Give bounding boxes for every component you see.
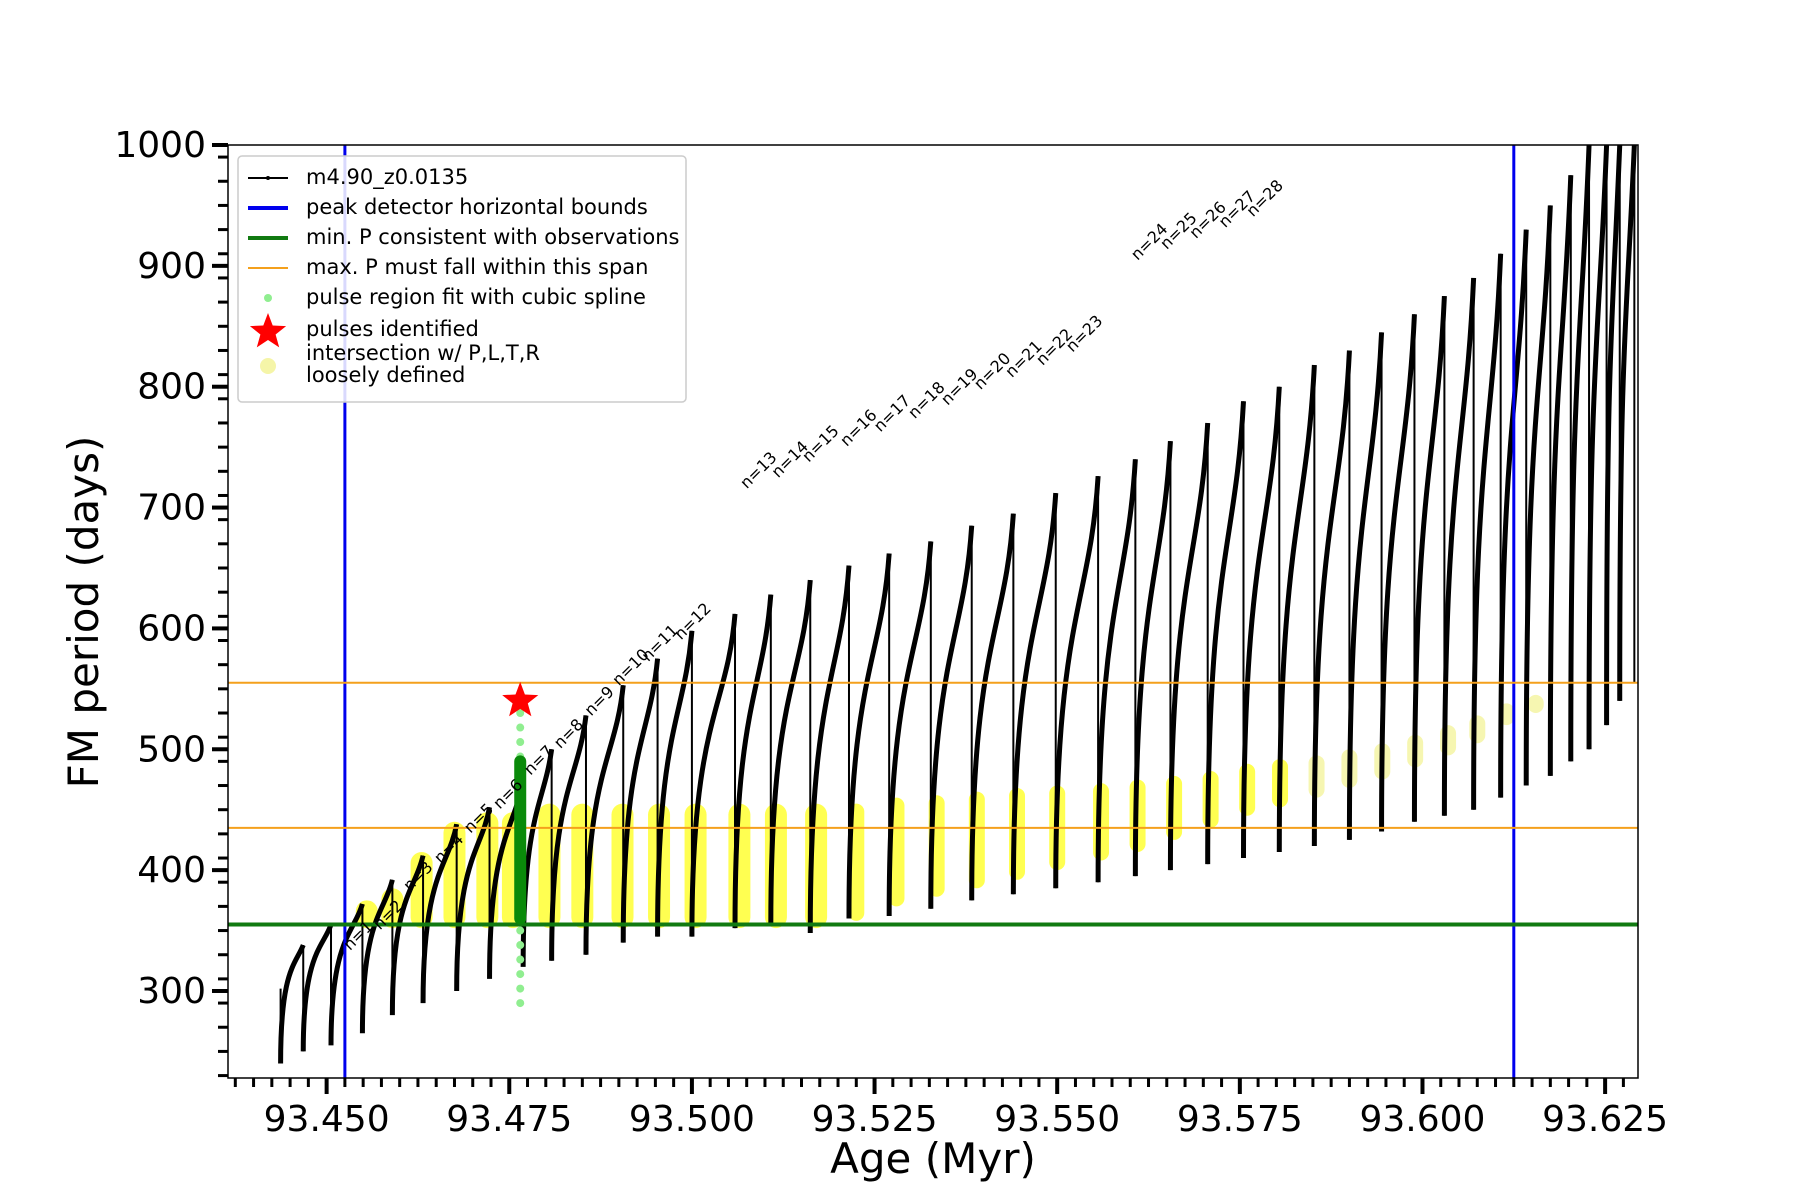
series-arc xyxy=(1471,253,1504,810)
series-arc xyxy=(1604,145,1623,726)
series-arc xyxy=(886,541,934,917)
fit-region xyxy=(514,755,527,925)
series-arc xyxy=(549,715,589,961)
series-arc xyxy=(1095,459,1138,883)
series-arc xyxy=(1132,440,1173,877)
series-arc xyxy=(1441,277,1477,816)
x-tick-label: 93.550 xyxy=(994,1099,1120,1140)
spline-point xyxy=(516,955,525,964)
legend-label: loosely defined xyxy=(306,363,465,387)
legend-label: pulse region fit with cubic spline xyxy=(306,285,646,309)
series-arc xyxy=(583,684,626,955)
series-arc xyxy=(420,823,460,1004)
series-arc xyxy=(1586,145,1610,750)
legend-swatch-intersection xyxy=(260,358,276,374)
series-arc xyxy=(1240,386,1282,859)
plot-area xyxy=(228,145,1638,1078)
series-arc xyxy=(389,855,426,1016)
series-arc xyxy=(620,658,661,943)
pulse-identified-star xyxy=(502,681,539,717)
spline-point xyxy=(516,709,525,718)
y-tick-label: 800 xyxy=(137,367,206,408)
series-arc xyxy=(1276,364,1317,853)
series-arc xyxy=(1010,492,1059,895)
series-arc xyxy=(1311,350,1352,846)
y-axis-label: FM period (days) xyxy=(59,436,108,789)
legend-swatch-star xyxy=(249,313,287,348)
legend-label: min. P consistent with observations xyxy=(306,225,679,249)
plot-frame xyxy=(227,144,1639,1079)
x-tick-label: 93.500 xyxy=(629,1099,755,1140)
intersection-region xyxy=(1527,694,1544,714)
series-arc xyxy=(1617,145,1637,701)
series-arc xyxy=(655,630,695,937)
series-arc xyxy=(1547,175,1574,776)
legend-label: m4.90_z0.0135 xyxy=(306,165,468,190)
series-arc xyxy=(768,579,813,925)
series-arc xyxy=(1346,332,1385,840)
intersection-region xyxy=(764,803,787,929)
legend-label: intersection w/ P,L,T,R xyxy=(306,341,540,365)
x-tick-label: 93.575 xyxy=(1177,1099,1303,1140)
y-tick-label: 700 xyxy=(137,488,206,529)
y-tick-label: 500 xyxy=(137,729,206,770)
series-arc xyxy=(1411,295,1447,822)
series-arc xyxy=(689,613,738,937)
legend-swatch-spline xyxy=(264,294,272,302)
series-arc xyxy=(732,594,774,929)
y-tick-label: 400 xyxy=(137,850,206,891)
legend-label: pulses identified xyxy=(306,317,479,341)
spline-point xyxy=(516,999,525,1008)
series-arc xyxy=(278,944,306,1064)
legend-label: max. P must fall within this span xyxy=(306,255,648,279)
series-arc xyxy=(928,525,975,909)
x-tick-label: 93.475 xyxy=(446,1099,572,1140)
spline-point xyxy=(516,941,525,950)
spline-point xyxy=(516,984,525,993)
series-arc xyxy=(1205,401,1246,865)
axes-frame xyxy=(227,144,1639,1079)
x-tick-label: 93.525 xyxy=(812,1099,938,1140)
series-arc xyxy=(807,565,852,933)
x-tick-label: 93.625 xyxy=(1542,1099,1668,1140)
series-arc xyxy=(1379,314,1417,832)
spline-point xyxy=(516,723,525,732)
y-tick-label: 900 xyxy=(137,246,206,287)
spline-point xyxy=(516,926,525,935)
y-tick-label: 1000 xyxy=(114,125,206,166)
series-arc xyxy=(1498,229,1529,798)
legend-swatch-series-dot xyxy=(266,176,270,180)
series-arc xyxy=(846,553,892,919)
series-arc xyxy=(1568,145,1592,762)
series-arc xyxy=(1167,422,1211,871)
spline-point xyxy=(516,738,525,747)
y-tick-label: 600 xyxy=(137,608,206,649)
x-axis-label: Age (Myr) xyxy=(830,1134,1036,1183)
spline-point xyxy=(516,970,525,979)
x-tick-label: 93.450 xyxy=(264,1099,390,1140)
legend-box xyxy=(237,155,687,403)
series-arc xyxy=(1053,475,1101,889)
series-arc xyxy=(1523,205,1553,786)
y-tick-label: 300 xyxy=(137,971,206,1012)
legend-label: peak detector horizontal bounds xyxy=(306,195,648,219)
series-arc xyxy=(454,806,493,991)
series-arc xyxy=(300,923,334,1052)
axis-labels: Age (Myr) FM period (days) xyxy=(59,436,1036,1183)
x-tick-label: 93.600 xyxy=(1359,1099,1485,1140)
series-arc xyxy=(969,513,1016,901)
